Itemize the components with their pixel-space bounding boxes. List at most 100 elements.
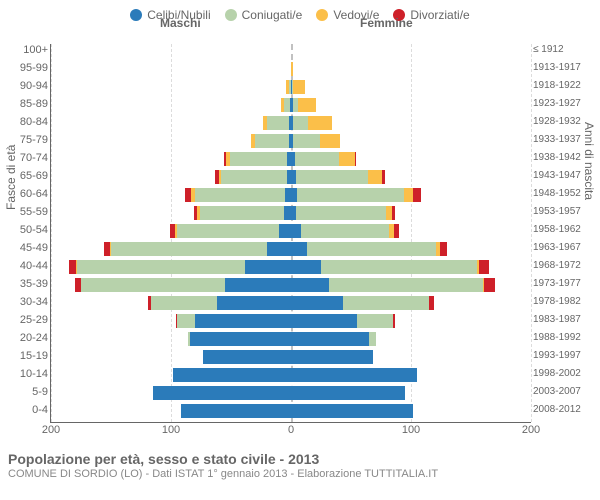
birth-year-label: 1963-1967 [533, 242, 585, 253]
male-bar [173, 368, 291, 382]
pyramid-row [51, 188, 531, 202]
birth-year-label: 1913-1917 [533, 62, 585, 73]
age-label: 50-54 [6, 224, 48, 236]
male-bar [188, 332, 291, 346]
segment-single [291, 332, 369, 346]
male-bar [69, 260, 291, 274]
segment-divorced [393, 314, 395, 328]
age-label: 0-4 [6, 404, 48, 416]
segment-widowed [293, 80, 305, 94]
male-bar [181, 404, 291, 418]
female-bar [291, 206, 395, 220]
segment-single [181, 404, 291, 418]
pyramid-row [51, 80, 531, 94]
segment-divorced [479, 260, 489, 274]
segment-married [77, 260, 245, 274]
pyramid-row [51, 368, 531, 382]
male-bar [148, 296, 291, 310]
segment-married [343, 296, 429, 310]
age-label: 10-14 [6, 368, 48, 380]
segment-single [279, 224, 291, 238]
segment-married [230, 152, 288, 166]
legend: Celibi/NubiliConiugati/eVedovi/eDivorzia… [0, 0, 600, 22]
legend-swatch [225, 9, 237, 21]
segment-single [291, 278, 329, 292]
x-tick-label: 200 [42, 424, 60, 436]
male-bar [75, 278, 291, 292]
birth-year-label: 1928-1932 [533, 116, 585, 127]
segment-married [297, 188, 404, 202]
segment-single [225, 278, 291, 292]
pyramid-row [51, 242, 531, 256]
pyramid-row [51, 260, 531, 274]
segment-married [221, 170, 287, 184]
female-bar [291, 188, 421, 202]
birth-year-label: 2003-2007 [533, 386, 585, 397]
birth-year-label: 1978-1982 [533, 296, 585, 307]
segment-divorced [440, 242, 447, 256]
pyramid-row [51, 296, 531, 310]
male-bar [153, 386, 291, 400]
birth-year-label: 1933-1937 [533, 134, 585, 145]
segment-single [245, 260, 291, 274]
segment-single [217, 296, 291, 310]
segment-married [296, 170, 368, 184]
birth-year-label: 1918-1922 [533, 80, 585, 91]
segment-married [177, 314, 195, 328]
legend-swatch [130, 9, 142, 21]
legend-label: Coniugati/e [242, 8, 303, 22]
female-bar [291, 152, 356, 166]
chart-subtitle: COMUNE DI SORDIO (LO) - Dati ISTAT 1° ge… [8, 468, 438, 480]
pyramid-row [51, 206, 531, 220]
segment-married [369, 332, 376, 346]
birth-year-label: 1993-1997 [533, 350, 585, 361]
y-axis-title-right: Anni di nascita [582, 122, 596, 200]
female-bar [291, 224, 399, 238]
segment-widowed [339, 152, 355, 166]
segment-single [203, 350, 291, 364]
segment-divorced [69, 260, 76, 274]
legend-item: Coniugati/e [225, 8, 303, 22]
chart-title: Popolazione per età, sesso e stato civil… [8, 451, 438, 467]
segment-married [329, 278, 483, 292]
segment-single [284, 206, 291, 220]
male-bar [104, 242, 291, 256]
age-label: 5-9 [6, 386, 48, 398]
segment-single [291, 368, 417, 382]
birth-year-label: 1948-1952 [533, 188, 585, 199]
female-bar [291, 278, 495, 292]
segment-widowed [308, 116, 332, 130]
female-bar [291, 242, 447, 256]
plot-area: 2001000100200100+≤ 191295-991913-191790-… [50, 44, 531, 423]
segment-widowed [298, 98, 316, 112]
pyramid-row [51, 314, 531, 328]
segment-married [307, 242, 437, 256]
age-label: 25-29 [6, 314, 48, 326]
pyramid-row [51, 224, 531, 238]
segment-single [291, 314, 357, 328]
segment-married [195, 188, 285, 202]
segment-single [291, 260, 321, 274]
pyramid-row [51, 386, 531, 400]
segment-divorced [355, 152, 356, 166]
male-bar [251, 134, 291, 148]
chart-container: Celibi/NubiliConiugati/eVedovi/eDivorzia… [0, 0, 600, 500]
segment-single [291, 404, 413, 418]
segment-divorced [392, 206, 396, 220]
male-bar [215, 170, 291, 184]
female-bar [291, 350, 373, 364]
segment-single [291, 350, 373, 364]
segment-married [295, 152, 339, 166]
segment-married [81, 278, 225, 292]
female-bar [291, 116, 332, 130]
female-bar [291, 80, 305, 94]
segment-single [291, 224, 301, 238]
segment-single [153, 386, 291, 400]
female-bar [291, 332, 376, 346]
birth-year-label: 1958-1962 [533, 224, 585, 235]
age-label: 90-94 [6, 80, 48, 92]
segment-married [267, 116, 289, 130]
segment-divorced [429, 296, 434, 310]
pyramid-row [51, 332, 531, 346]
segment-widowed [368, 170, 382, 184]
